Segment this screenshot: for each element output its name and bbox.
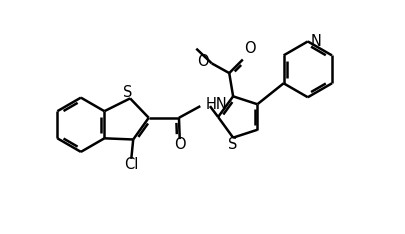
Text: O: O	[196, 54, 208, 69]
Text: Cl: Cl	[124, 157, 138, 172]
Text: HN: HN	[205, 97, 227, 112]
Text: S: S	[228, 137, 237, 152]
Text: N: N	[310, 34, 321, 49]
Text: O: O	[244, 41, 256, 56]
Text: O: O	[173, 137, 185, 152]
Text: S: S	[123, 85, 132, 100]
